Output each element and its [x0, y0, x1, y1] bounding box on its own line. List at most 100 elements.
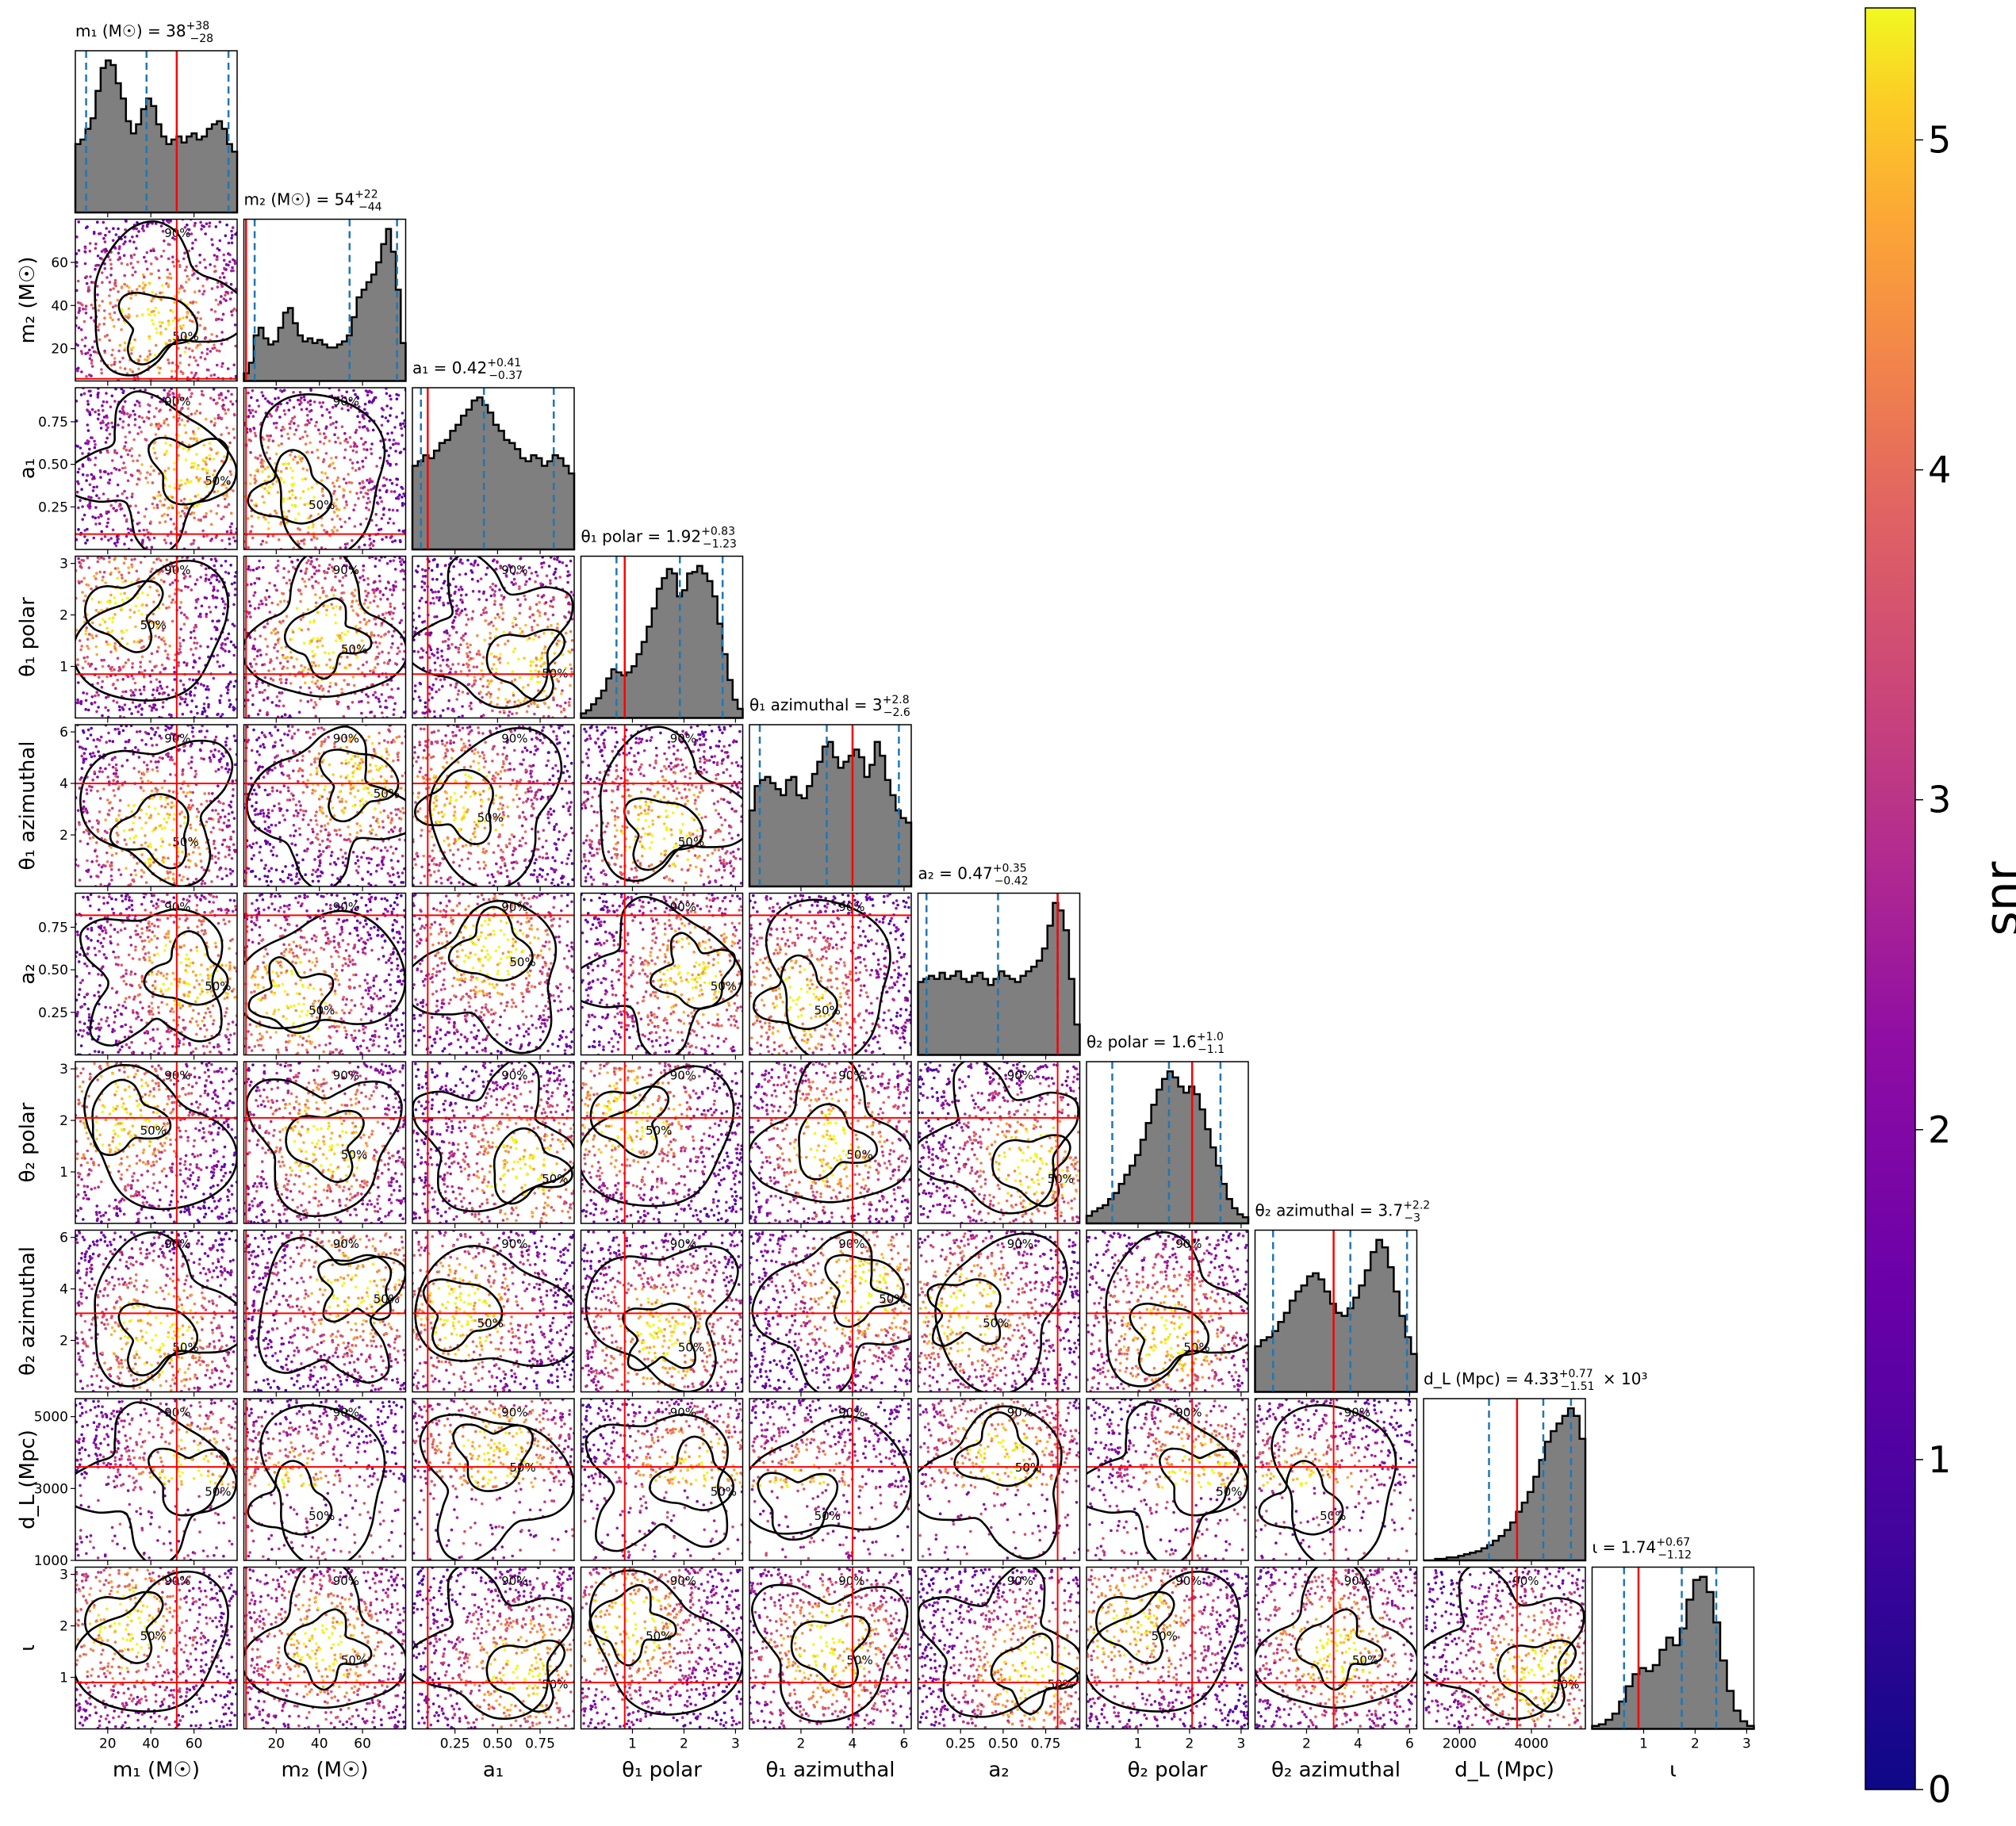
sample-point	[339, 607, 342, 611]
sample-point	[269, 677, 273, 680]
sample-point	[498, 588, 501, 591]
sample-point	[187, 363, 191, 367]
sample-point	[129, 297, 132, 300]
sample-point	[343, 646, 347, 650]
sample-point	[366, 390, 370, 394]
sample-point	[170, 375, 174, 379]
sample-point	[391, 634, 394, 638]
sample-point	[86, 842, 90, 846]
sample-point	[370, 848, 374, 851]
sample-point	[335, 479, 339, 482]
sample-point	[249, 450, 252, 454]
sample-point	[249, 439, 253, 442]
sample-point	[194, 623, 197, 627]
sample-point	[316, 456, 320, 460]
sample-point	[378, 456, 382, 460]
sample-point	[366, 701, 370, 704]
sample-point	[356, 396, 360, 400]
sample-point	[479, 691, 482, 694]
sample-point	[334, 671, 338, 674]
sample-point	[383, 438, 387, 442]
sample-point	[78, 467, 81, 471]
sample-point	[225, 737, 228, 740]
sample-point	[188, 808, 192, 811]
sample-point	[230, 229, 233, 233]
sample-point	[249, 568, 252, 572]
sample-point	[106, 450, 109, 454]
sample-point	[455, 604, 458, 607]
sample-point	[140, 416, 144, 419]
sample-point	[368, 500, 372, 503]
sample-point	[107, 538, 110, 542]
sample-point	[396, 755, 400, 759]
sample-point	[489, 637, 492, 640]
sample-point	[129, 694, 133, 697]
sample-point	[189, 823, 192, 827]
sample-point	[81, 518, 84, 521]
sample-point	[315, 420, 318, 424]
sample-point	[163, 389, 166, 392]
sample-point	[144, 389, 147, 392]
sample-point	[314, 664, 317, 668]
sample-point	[486, 685, 489, 688]
sample-point	[186, 312, 190, 316]
sample-point	[124, 470, 128, 474]
contour-90	[412, 556, 574, 710]
sample-point	[352, 445, 356, 448]
sample-point	[166, 513, 170, 517]
sample-point	[80, 370, 83, 373]
sample-point	[261, 663, 264, 667]
sample-point	[148, 538, 151, 542]
sample-point	[255, 685, 259, 688]
sample-point	[291, 864, 294, 867]
sample-point	[203, 326, 207, 330]
sample-point	[299, 699, 303, 702]
sample-point	[385, 477, 389, 481]
sample-point	[159, 291, 162, 295]
sample-point	[138, 521, 141, 525]
sample-point	[218, 664, 221, 668]
sample-point	[224, 855, 228, 859]
sample-point	[178, 413, 181, 417]
sample-point	[110, 853, 114, 857]
sample-point	[288, 714, 292, 718]
sample-point	[197, 546, 201, 549]
sample-point	[428, 669, 432, 672]
sample-point	[366, 591, 370, 595]
sample-point	[523, 598, 527, 601]
sample-point	[335, 639, 338, 642]
sample-point	[313, 701, 317, 704]
sample-point	[178, 606, 182, 609]
sample-point	[116, 576, 119, 580]
sample-point	[340, 631, 344, 635]
sample-point	[133, 869, 137, 872]
sample-point	[143, 515, 147, 519]
sample-point	[215, 363, 219, 367]
sample-point	[295, 657, 299, 661]
sample-point	[109, 258, 112, 262]
sample-point	[339, 546, 342, 549]
sample-point	[229, 473, 233, 477]
sample-point	[301, 490, 305, 493]
sample-point	[174, 592, 177, 595]
sample-point	[112, 789, 115, 792]
sample-point	[142, 419, 146, 423]
sample-point	[136, 640, 140, 644]
sample-point	[178, 874, 182, 877]
sample-point	[540, 671, 544, 674]
sample-point	[112, 699, 115, 702]
sample-point	[173, 882, 176, 885]
sample-point	[217, 580, 221, 584]
sample-point	[303, 641, 306, 645]
sample-point	[319, 507, 322, 510]
sample-point	[252, 427, 255, 430]
sample-point	[250, 396, 253, 400]
sample-point	[200, 802, 203, 806]
sample-point	[468, 669, 471, 672]
sample-point	[209, 830, 213, 834]
sample-point	[109, 572, 113, 576]
sample-point	[140, 707, 144, 710]
panel-title-theta1_polar: θ₁ polar = 1.92+0.83 −1.23	[581, 526, 737, 551]
sample-point	[266, 622, 270, 626]
